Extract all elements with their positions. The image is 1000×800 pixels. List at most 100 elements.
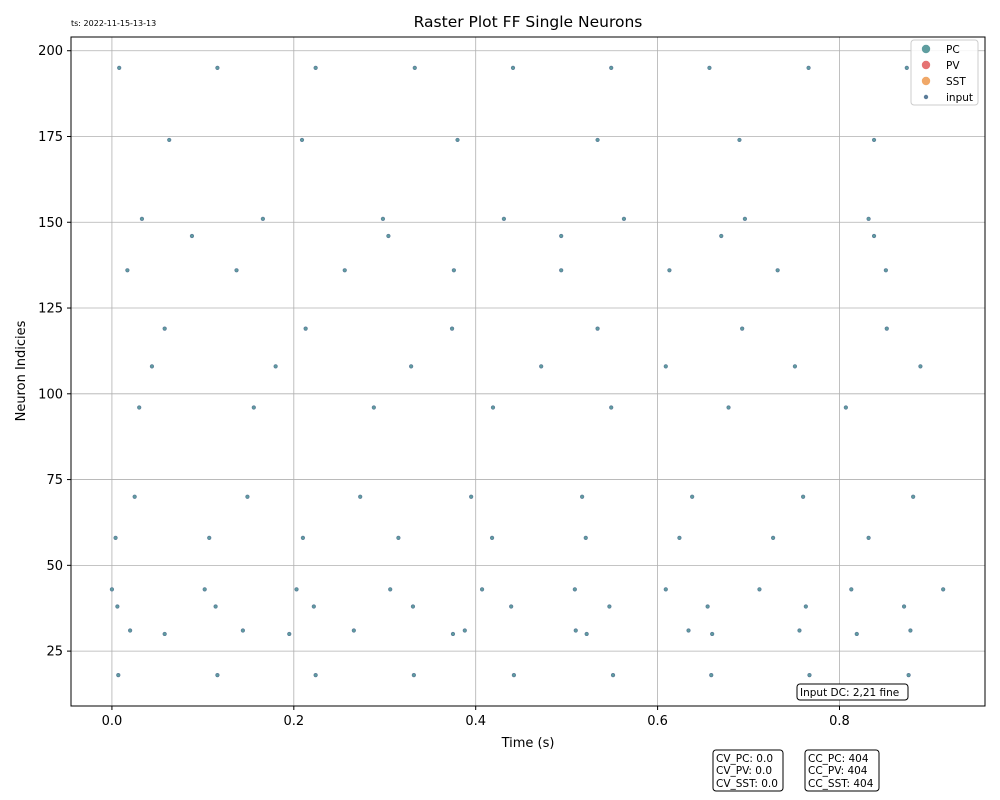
spike-point-core xyxy=(216,66,219,70)
spike-point-core xyxy=(411,605,415,608)
spike-point-core xyxy=(844,406,848,409)
spike-point-core xyxy=(241,629,245,632)
spike-point-core xyxy=(710,632,714,636)
spike-point-core xyxy=(609,66,613,70)
chart-title: Raster Plot FF Single Neurons xyxy=(414,13,643,31)
spike-point-core xyxy=(502,217,506,221)
spike-point-core xyxy=(539,365,543,368)
spike-point-core xyxy=(312,605,316,608)
spike-point-core xyxy=(116,673,120,677)
spike-point-core xyxy=(304,327,307,330)
x-tick-label: 0.6 xyxy=(647,714,668,729)
spike-point-core xyxy=(872,138,876,142)
spike-point-core xyxy=(608,605,611,608)
spike-point-core xyxy=(907,673,910,677)
spike-point-core xyxy=(512,673,516,677)
spike-point-core xyxy=(480,588,484,591)
cv-sst-text: CV_SST: 0.0 xyxy=(716,778,778,790)
spike-point-core xyxy=(622,217,626,221)
spike-point-core xyxy=(807,66,810,70)
spike-point-core xyxy=(491,406,495,409)
cc-pv-text: CC_PV: 404 xyxy=(808,765,868,777)
spike-point-core xyxy=(740,327,744,330)
spike-point-core xyxy=(140,217,144,221)
spike-point-core xyxy=(372,406,376,409)
y-tick-label: 50 xyxy=(46,559,63,574)
spike-point-core xyxy=(469,495,473,499)
spike-point-core xyxy=(409,365,413,368)
spike-point-core xyxy=(687,629,690,632)
spike-point-core xyxy=(611,673,615,677)
spike-point-core xyxy=(117,66,121,70)
spike-point-core xyxy=(451,632,455,636)
spike-point-core xyxy=(801,495,805,499)
spike-point-core xyxy=(706,605,709,608)
spike-point-core xyxy=(758,588,761,591)
spike-point-core xyxy=(911,495,915,499)
spike-point-core xyxy=(397,536,400,540)
spike-point-core xyxy=(867,536,870,540)
legend-label: SST xyxy=(946,76,966,88)
spike-point-core xyxy=(584,536,588,540)
spike-point-core xyxy=(855,632,859,636)
spike-point-core xyxy=(126,268,129,272)
spike-point-core xyxy=(798,629,801,632)
spike-point-core xyxy=(216,673,219,677)
spike-point-core xyxy=(413,66,417,70)
legend: PC PV SST input xyxy=(910,39,979,106)
spike-point-core xyxy=(412,673,416,677)
spike-point-core xyxy=(116,605,119,608)
spike-point-core xyxy=(490,536,494,540)
spike-point-core xyxy=(352,629,356,632)
spike-point-core xyxy=(214,605,217,608)
y-tick-label: 175 xyxy=(38,130,63,145)
spike-point-core xyxy=(137,406,141,409)
spike-point-core xyxy=(163,632,166,636)
y-tick-label: 25 xyxy=(46,645,63,660)
spike-point-core xyxy=(808,673,811,677)
y-tick-label: 125 xyxy=(38,302,63,317)
spike-point-core xyxy=(463,629,467,632)
spike-point-core xyxy=(708,66,711,70)
spike-point-core xyxy=(743,217,747,221)
spike-point-core xyxy=(559,234,563,238)
spike-point-core xyxy=(884,268,888,272)
spike-point-core xyxy=(776,268,779,272)
spike-point-core xyxy=(509,605,513,608)
legend-label: PV xyxy=(946,60,960,72)
legend-marker xyxy=(921,76,931,86)
spike-point-core xyxy=(300,138,304,142)
spike-point-core xyxy=(274,365,277,368)
legend-marker xyxy=(921,44,931,54)
legend-frame xyxy=(910,39,979,106)
y-tick-label: 100 xyxy=(38,387,63,402)
plot-frame xyxy=(70,36,986,707)
y-tick-label: 200 xyxy=(38,44,63,59)
spike-point-core xyxy=(678,536,681,540)
x-tick-label: 0.4 xyxy=(465,714,486,729)
spike-point-core xyxy=(867,217,870,221)
spike-point-core xyxy=(727,406,730,409)
spike-point-core xyxy=(580,495,584,499)
spike-point-core xyxy=(573,588,577,591)
x-tick-label: 0.8 xyxy=(829,714,850,729)
spike-point-core xyxy=(850,588,853,591)
cv-pc-text: CV_PC: 0.0 xyxy=(716,753,773,765)
spike-point-core xyxy=(246,495,249,499)
spike-point-core xyxy=(314,673,317,677)
spike-point-core xyxy=(167,138,171,142)
spike-point-core xyxy=(719,234,723,238)
spike-point-core xyxy=(793,365,797,368)
spike-point-core xyxy=(207,536,211,540)
y-axis-label: Neuron Indicies xyxy=(14,320,29,421)
spike-point-core xyxy=(452,268,456,272)
spike-point-core xyxy=(804,605,808,608)
spike-point-core xyxy=(771,536,775,540)
spike-point-core xyxy=(388,588,392,591)
spike-point-core xyxy=(295,588,298,591)
spike-point-core xyxy=(203,588,206,591)
spike-point-core xyxy=(387,234,390,238)
spike-point-core xyxy=(450,327,454,330)
input-dc-frame xyxy=(796,683,909,701)
x-tick-label: 0.0 xyxy=(102,714,123,729)
